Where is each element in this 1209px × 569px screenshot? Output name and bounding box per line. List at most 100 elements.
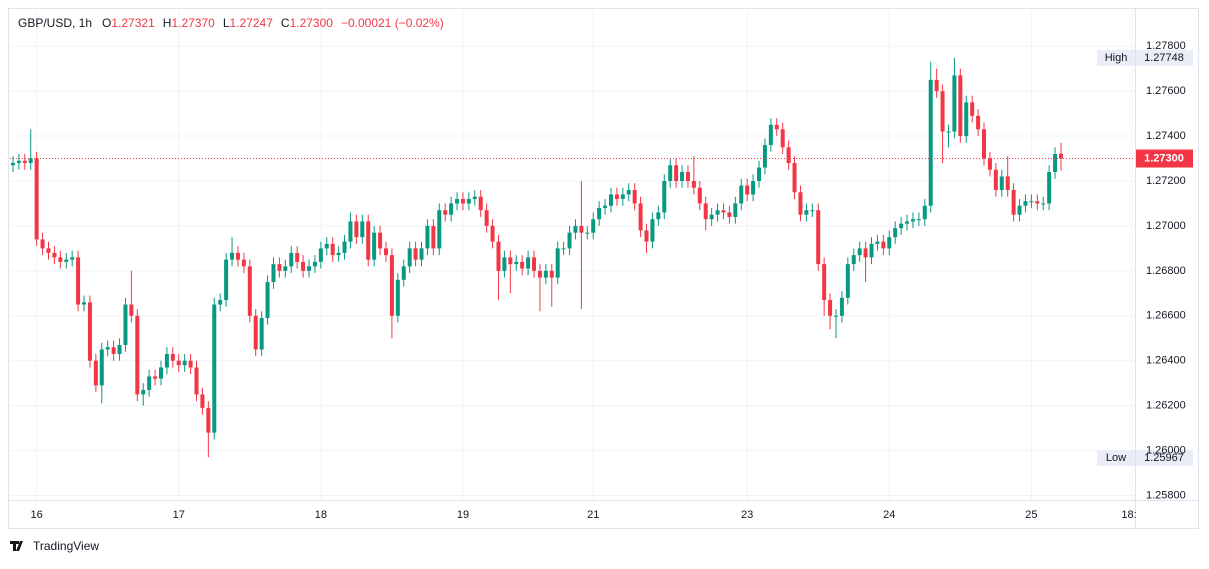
candle-body <box>999 176 1004 190</box>
candle-body <box>567 232 572 249</box>
candle-body <box>1017 205 1022 215</box>
candle-body <box>757 167 762 181</box>
candle-body <box>378 232 383 249</box>
candle-body <box>958 75 963 137</box>
candle-body <box>727 212 732 217</box>
candle-body <box>798 192 803 215</box>
marker-value-box <box>1136 49 1193 66</box>
candle-body <box>141 389 146 395</box>
candle-body <box>774 124 779 130</box>
candle-body <box>650 219 655 242</box>
x-tick-label: 25 <box>1025 509 1037 521</box>
y-tick-label: 1.27400 <box>1146 130 1186 142</box>
marker-name: High <box>1105 52 1128 64</box>
y-tick-label: 1.27600 <box>1146 85 1186 97</box>
candle-body <box>502 257 507 271</box>
candle-body <box>93 360 98 386</box>
candle-body <box>715 210 720 215</box>
ohlc-value: 1.27321 <box>111 16 155 30</box>
candle-body <box>810 210 815 212</box>
candle-body <box>46 248 51 253</box>
candle-body <box>839 297 844 316</box>
candle-body <box>520 261 525 269</box>
candle-body <box>1035 201 1040 204</box>
candle-body <box>312 261 317 267</box>
candle-body <box>751 180 756 195</box>
candle-body <box>443 210 448 215</box>
candle-body <box>460 198 465 204</box>
x-tick-label: 23 <box>741 509 753 521</box>
candle-body <box>194 367 199 395</box>
candle-body <box>537 270 542 278</box>
candles <box>10 57 1063 458</box>
candle-body <box>277 264 282 271</box>
candle-body <box>348 221 353 242</box>
candle-body <box>176 360 181 366</box>
y-tick-label: 1.26800 <box>1146 265 1186 277</box>
candle-body <box>816 210 821 265</box>
candle-body <box>845 264 850 298</box>
candle-body <box>206 407 211 433</box>
candle-body <box>117 344 122 354</box>
candle-body <box>395 279 400 316</box>
candle-body <box>792 163 797 193</box>
candle-body <box>916 219 921 221</box>
candle-body <box>164 353 169 368</box>
candle-body <box>1029 201 1034 203</box>
candle-body <box>129 304 134 316</box>
candle-body <box>804 210 809 215</box>
candle-body <box>893 228 898 238</box>
candle-body <box>230 252 235 260</box>
candle-body <box>437 210 442 249</box>
candle-body <box>449 203 454 215</box>
candle-body <box>389 255 394 316</box>
marker-value: 1.27748 <box>1144 52 1184 64</box>
x-tick-label: 19 <box>457 509 469 521</box>
candle-body <box>301 261 306 271</box>
candle-body <box>383 248 388 256</box>
candle-body <box>1023 201 1028 206</box>
candle-body <box>200 394 205 408</box>
candle-body <box>419 248 424 260</box>
candle-body <box>508 257 513 265</box>
candle-body <box>70 257 75 260</box>
x-tick-label: 16 <box>31 509 43 521</box>
candle-body <box>833 315 838 317</box>
candle-body <box>733 203 738 217</box>
candle-body <box>620 194 625 199</box>
header: GBP/USD, 1h O1.27321 H1.27370 L1.27247 C1.27… <box>18 16 444 30</box>
candle-body <box>869 243 874 258</box>
candle-body <box>336 252 341 256</box>
candle-body <box>295 252 300 262</box>
candle-body <box>40 239 45 249</box>
candle-body <box>697 187 702 204</box>
candle-body <box>703 203 708 220</box>
candle-body <box>887 237 892 249</box>
candle-body <box>905 221 910 224</box>
candle-body <box>472 196 477 199</box>
grid <box>10 8 1135 500</box>
candle-body <box>135 315 140 395</box>
candle-body <box>235 252 240 260</box>
candle-body <box>10 163 15 166</box>
candle-body <box>99 349 104 386</box>
candle-body <box>241 259 246 267</box>
candle-body <box>780 129 785 148</box>
candle-body <box>22 160 27 164</box>
marker-value: 1.25967 <box>1144 452 1184 464</box>
candle-body <box>1053 154 1058 172</box>
candle-body <box>638 203 643 231</box>
candle-body <box>822 264 827 301</box>
candle-body <box>745 185 750 195</box>
candle-body <box>455 198 460 204</box>
y-tick-label: 1.26000 <box>1146 444 1186 456</box>
candle-body <box>360 221 365 238</box>
candle-body <box>709 214 714 220</box>
candle-body <box>928 79 933 206</box>
candle-body <box>934 79 939 92</box>
candle-body <box>591 219 596 233</box>
candle-body <box>685 172 690 181</box>
candle-body <box>431 225 436 249</box>
x-tick-label: 18:0 <box>1121 509 1142 521</box>
candle-body <box>28 158 33 164</box>
